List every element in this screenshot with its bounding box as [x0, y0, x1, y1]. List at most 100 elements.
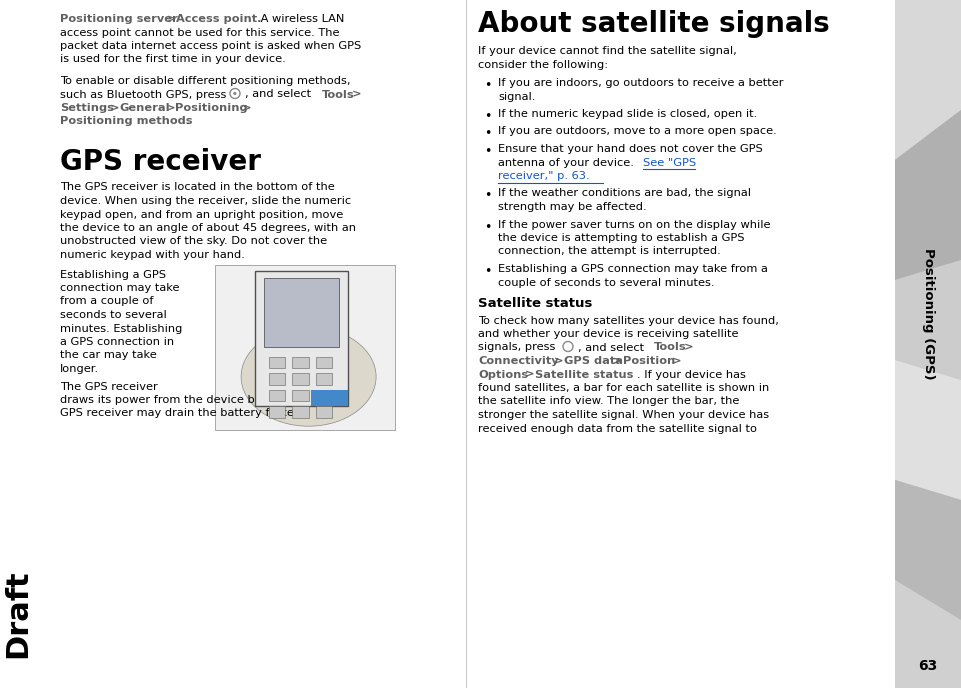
Text: minutes. Establishing: minutes. Establishing	[60, 323, 183, 334]
Text: device. When using the receiver, slide the numeric: device. When using the receiver, slide t…	[60, 196, 351, 206]
Text: Satellite status: Satellite status	[535, 369, 633, 380]
Text: signals, press: signals, press	[478, 343, 555, 352]
Bar	[215, 264, 395, 429]
Text: General: General	[119, 103, 170, 113]
Bar	[292, 357, 308, 369]
Bar	[255, 271, 348, 407]
Bar	[292, 407, 308, 418]
Text: such as Bluetooth GPS, press: such as Bluetooth GPS, press	[60, 89, 227, 100]
Text: connection may take: connection may take	[60, 283, 180, 293]
Text: receiver," p. 63.: receiver," p. 63.	[498, 171, 590, 181]
Text: , and select: , and select	[245, 89, 311, 100]
Text: About satellite signals: About satellite signals	[478, 10, 829, 38]
Text: •: •	[484, 265, 491, 278]
Text: If you are indoors, go outdoors to receive a better: If you are indoors, go outdoors to recei…	[498, 78, 783, 88]
Text: To check how many satellites your device has found,: To check how many satellites your device…	[478, 316, 778, 325]
Text: 63: 63	[919, 659, 938, 673]
Text: If the power saver turns on on the display while: If the power saver turns on on the displ…	[498, 219, 771, 230]
Text: from a couple of: from a couple of	[60, 297, 154, 306]
Text: If you are outdoors, move to a more open space.: If you are outdoors, move to a more open…	[498, 127, 776, 136]
Text: found satellites, a bar for each satellite is shown in: found satellites, a bar for each satelli…	[478, 383, 769, 393]
Text: •: •	[484, 145, 491, 158]
Text: Position: Position	[623, 356, 676, 366]
Text: •: •	[484, 189, 491, 202]
Text: access point cannot be used for this service. The: access point cannot be used for this ser…	[60, 28, 339, 38]
Text: seconds to several: seconds to several	[60, 310, 167, 320]
Text: >: >	[242, 103, 252, 113]
Text: >: >	[554, 356, 563, 366]
Bar	[269, 374, 285, 385]
Text: received enough data from the satellite signal to: received enough data from the satellite …	[478, 424, 757, 433]
Text: consider the following:: consider the following:	[478, 59, 608, 69]
Text: To enable or disable different positioning methods,: To enable or disable different positioni…	[60, 76, 351, 86]
Text: longer.: longer.	[60, 364, 99, 374]
Bar	[316, 390, 332, 402]
Text: >: >	[352, 89, 361, 100]
Text: >: >	[684, 343, 694, 352]
Text: GPS receiver: GPS receiver	[60, 149, 261, 177]
Text: Positioning server: Positioning server	[60, 14, 178, 24]
Polygon shape	[895, 480, 961, 620]
Text: >: >	[110, 103, 119, 113]
Text: •: •	[484, 220, 491, 233]
Text: the car may take: the car may take	[60, 350, 157, 361]
Text: Draft: Draft	[4, 570, 33, 658]
Text: >: >	[672, 356, 681, 366]
Text: Satellite status: Satellite status	[478, 297, 592, 310]
Text: signal.: signal.	[498, 92, 535, 102]
Text: •: •	[484, 79, 491, 92]
Text: Tools: Tools	[322, 89, 355, 100]
Bar	[269, 390, 285, 402]
Bar	[263, 278, 339, 347]
Text: GPS receiver may drain the battery faster.: GPS receiver may drain the battery faste…	[60, 409, 301, 418]
Text: •: •	[484, 110, 491, 123]
Text: . If your device has: . If your device has	[637, 369, 746, 380]
Text: >: >	[613, 356, 623, 366]
Text: Settings: Settings	[60, 103, 113, 113]
Bar	[269, 357, 285, 369]
Text: is used for the first time in your device.: is used for the first time in your devic…	[60, 54, 285, 65]
Text: Positioning (GPS): Positioning (GPS)	[922, 248, 934, 380]
Bar	[316, 407, 332, 418]
Text: The GPS receiver is located in the bottom of the: The GPS receiver is located in the botto…	[60, 182, 334, 193]
Text: GPS data: GPS data	[564, 356, 623, 366]
Text: antenna of your device.: antenna of your device.	[498, 158, 637, 167]
Polygon shape	[895, 580, 961, 688]
Text: See "GPS: See "GPS	[643, 158, 696, 167]
Text: the device is attempting to establish a GPS: the device is attempting to establish a …	[498, 233, 745, 243]
Text: If the weather conditions are bad, the signal: If the weather conditions are bad, the s…	[498, 189, 751, 199]
Text: >: >	[166, 103, 176, 113]
Text: If your device cannot find the satellite signal,: If your device cannot find the satellite…	[478, 46, 737, 56]
Text: stronger the satellite signal. When your device has: stronger the satellite signal. When your…	[478, 410, 769, 420]
Text: unobstructed view of the sky. Do not cover the: unobstructed view of the sky. Do not cov…	[60, 237, 327, 246]
Text: numeric keypad with your hand.: numeric keypad with your hand.	[60, 250, 245, 260]
Bar	[316, 357, 332, 369]
Text: Options: Options	[478, 369, 529, 380]
Text: connection, the attempt is interrupted.: connection, the attempt is interrupted.	[498, 246, 721, 257]
Text: the device to an angle of about 45 degrees, with an: the device to an angle of about 45 degre…	[60, 223, 356, 233]
Text: ⚫: ⚫	[232, 91, 238, 96]
Text: Access point.: Access point.	[176, 14, 261, 24]
Text: .: .	[186, 116, 189, 127]
Text: Establishing a GPS: Establishing a GPS	[60, 270, 166, 279]
Text: packet data internet access point is asked when GPS: packet data internet access point is ask…	[60, 41, 361, 51]
Polygon shape	[895, 260, 961, 380]
Bar	[269, 407, 285, 418]
Text: a GPS connection in: a GPS connection in	[60, 337, 174, 347]
Text: keypad open, and from an upright position, move: keypad open, and from an upright positio…	[60, 210, 343, 219]
Text: Connectivity: Connectivity	[478, 356, 558, 366]
Bar	[310, 390, 348, 407]
Text: couple of seconds to several minutes.: couple of seconds to several minutes.	[498, 277, 714, 288]
Text: Ensure that your hand does not cover the GPS: Ensure that your hand does not cover the…	[498, 144, 763, 154]
Text: draws its power from the device battery. Using the: draws its power from the device battery.…	[60, 395, 349, 405]
Bar	[292, 374, 308, 385]
Text: >: >	[525, 369, 534, 380]
Polygon shape	[895, 360, 961, 500]
Text: Positioning methods: Positioning methods	[60, 116, 192, 127]
Text: Positioning: Positioning	[175, 103, 248, 113]
Text: strength may be affected.: strength may be affected.	[498, 202, 647, 212]
Polygon shape	[895, 110, 961, 280]
Text: Tools: Tools	[654, 343, 686, 352]
Bar	[316, 374, 332, 385]
Text: Establishing a GPS connection may take from a: Establishing a GPS connection may take f…	[498, 264, 768, 274]
